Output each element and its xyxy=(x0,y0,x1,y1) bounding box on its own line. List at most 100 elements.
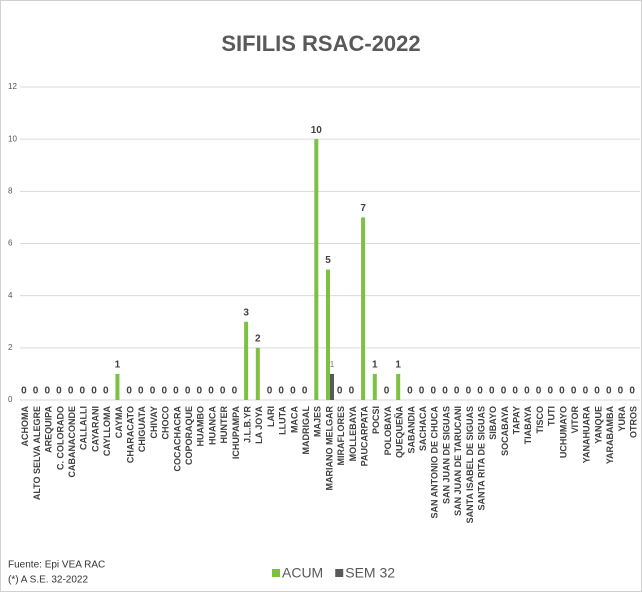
data-label: 0 xyxy=(91,386,97,397)
data-label: 0 xyxy=(431,386,437,397)
x-tick-label: CAYMA xyxy=(114,406,124,439)
data-label: 0 xyxy=(267,386,273,397)
x-tick-label: CABANACONDE xyxy=(67,406,77,478)
x-tick-label: HUAMBO xyxy=(196,406,206,447)
x-tick-label: MADRIGAL xyxy=(301,406,311,455)
bar xyxy=(330,373,334,400)
data-label: 0 xyxy=(197,386,203,397)
x-tick-label: CHARACATO xyxy=(126,406,136,463)
data-label: 0 xyxy=(442,386,448,397)
x-tick-label: POCSI xyxy=(371,406,381,434)
footnote: Fuente: Epi VEA RAC xyxy=(8,560,105,571)
x-tick-label: POLOBAYA xyxy=(383,406,393,456)
bar xyxy=(372,373,377,400)
x-tick-label: PAUCARPATA xyxy=(359,405,369,466)
y-tick-label: 8 xyxy=(8,186,13,195)
data-label: 0 xyxy=(103,386,109,397)
bar xyxy=(255,347,260,400)
bar xyxy=(115,373,120,400)
chart-title: SIFILIS RSAC-2022 xyxy=(221,31,420,56)
x-tick-label: ALTO SELVA ALEGRE xyxy=(32,406,42,500)
data-label: 0 xyxy=(583,386,589,397)
x-tick-label: UCHUMAYO xyxy=(558,406,568,458)
legend-label: SEM 32 xyxy=(345,565,395,581)
y-tick-label: 6 xyxy=(8,239,13,248)
data-label: 0 xyxy=(547,386,553,397)
x-tick-label: MOLLEBAYA xyxy=(348,406,358,462)
x-tick-label: SANTA RITA DE SIGUAS xyxy=(476,406,486,511)
data-label: 1 xyxy=(395,360,401,371)
data-label: 0 xyxy=(524,386,530,397)
x-tick-label: ACHOMA xyxy=(20,406,30,447)
data-label: 7 xyxy=(360,203,366,214)
data-label: 10 xyxy=(311,125,323,136)
x-tick-label: TAPAY xyxy=(512,406,522,434)
data-label: 0 xyxy=(173,386,179,397)
data-label: 0 xyxy=(161,386,167,397)
data-label: 0 xyxy=(559,386,565,397)
data-label: 1 xyxy=(330,360,335,369)
x-tick-label: MIRAFLORES xyxy=(336,406,346,466)
data-label: 0 xyxy=(477,386,483,397)
x-tick-label: TUTI xyxy=(547,406,557,426)
data-label: 0 xyxy=(278,386,284,397)
footnote: (*) A S.E. 32-2022 xyxy=(8,575,88,586)
x-tick-label: OTROS xyxy=(629,406,639,438)
x-tick-label: LLUTA xyxy=(278,406,288,435)
data-label: 0 xyxy=(594,386,600,397)
data-label: 0 xyxy=(126,386,132,397)
x-tick-label: YURA xyxy=(617,406,627,432)
x-tick-label: HUANCA xyxy=(207,406,217,445)
data-label: 3 xyxy=(243,307,249,318)
data-label: 0 xyxy=(150,386,156,397)
x-tick-label: TISCO xyxy=(535,406,545,434)
data-label: 0 xyxy=(571,386,577,397)
y-tick-label: 0 xyxy=(8,395,13,404)
data-label: 0 xyxy=(407,386,413,397)
data-label: 1 xyxy=(115,360,121,371)
x-tick-label: VITOR xyxy=(570,406,580,434)
data-label: 2 xyxy=(255,333,261,344)
x-tick-label: QUEQUEÑA xyxy=(395,406,405,459)
data-label: 0 xyxy=(349,386,355,397)
x-tick-label: SACHACA xyxy=(418,405,428,451)
x-tick-label: SIBAYO xyxy=(488,406,498,440)
data-label: 0 xyxy=(606,386,612,397)
data-label: 0 xyxy=(138,386,144,397)
x-tick-label: AREQUIPA xyxy=(44,406,54,453)
data-label: 0 xyxy=(33,386,39,397)
data-label: 0 xyxy=(536,386,542,397)
bar xyxy=(326,269,330,400)
data-label: 0 xyxy=(512,386,518,397)
data-label: 0 xyxy=(21,386,27,397)
x-tick-label: LA JOYA xyxy=(254,406,264,444)
x-tick-label: MACA xyxy=(289,406,299,433)
y-tick-label: 10 xyxy=(8,134,17,143)
x-tick-label: COCACHACRA xyxy=(172,406,182,472)
x-tick-label: CAYLLOMA xyxy=(102,406,112,457)
x-tick-label: SAN JUAN DE SIGUAS xyxy=(441,406,451,504)
x-tick-label: CAYARANI xyxy=(90,406,100,452)
y-tick-label: 4 xyxy=(8,291,13,300)
x-tick-label: CHOCO xyxy=(161,406,171,440)
x-tick-label: SABANDIA xyxy=(406,406,416,454)
x-tick-label: SAN JUAN DE TARUCANI xyxy=(453,406,463,516)
data-label: 0 xyxy=(44,386,50,397)
x-tick-label: LARI xyxy=(266,406,276,427)
x-tick-label: YANQUE xyxy=(593,406,603,444)
x-tick-label: HUNTER xyxy=(219,406,229,444)
data-label: 0 xyxy=(302,386,308,397)
x-tick-label: ICHUPAMPA xyxy=(231,406,241,460)
bar xyxy=(396,373,401,400)
x-tick-label: MARIANO MELGAR xyxy=(324,406,334,491)
bar xyxy=(361,217,366,400)
x-tick-label: C. COLORADO xyxy=(55,406,65,470)
data-label: 0 xyxy=(466,386,472,397)
data-label: 0 xyxy=(419,386,425,397)
data-label: 0 xyxy=(454,386,460,397)
data-label: 0 xyxy=(337,386,343,397)
data-label: 0 xyxy=(501,386,507,397)
data-label: 5 xyxy=(325,255,331,266)
data-label: 0 xyxy=(629,386,635,397)
data-label: 0 xyxy=(185,386,191,397)
